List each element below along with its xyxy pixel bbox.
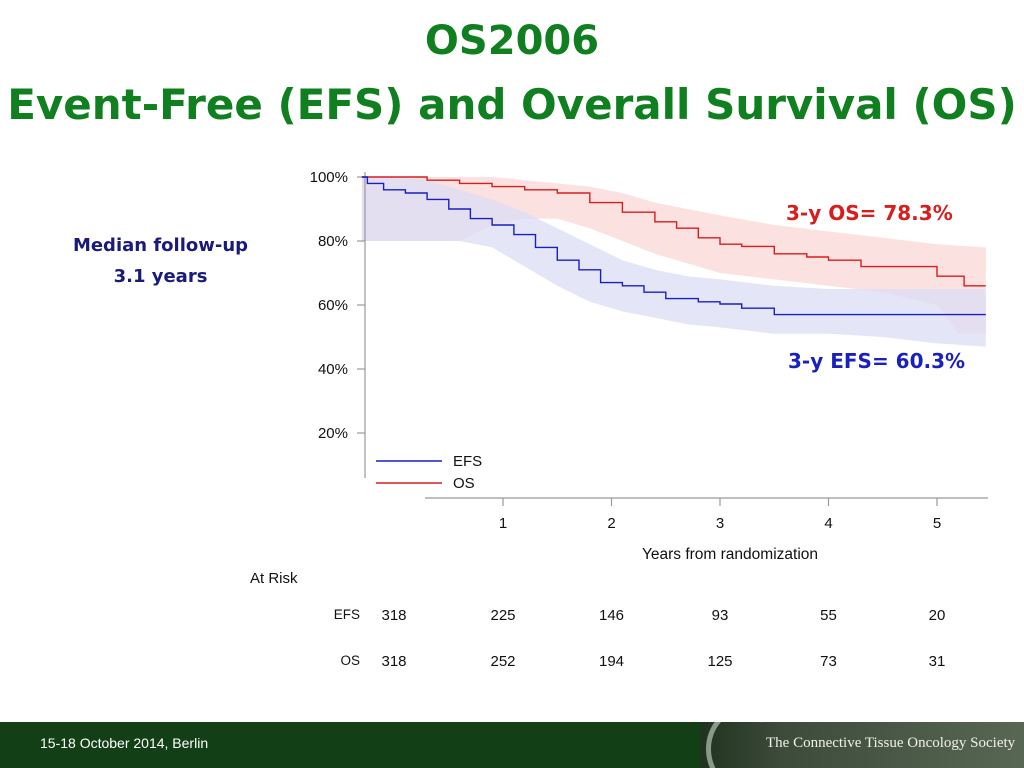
legend-label-os: OS [453,475,475,492]
at-risk-value: 225 [490,607,515,624]
efs-callout: 3-y EFS= 60.3% [788,349,965,373]
at-risk-value: 55 [820,607,837,624]
at-risk-row-label: OS [340,653,360,668]
society-name: The Connective Tissue Oncology Society [766,735,1015,752]
y-tick-label: 20% [318,425,348,442]
at-risk-value: 31 [929,653,946,670]
x-tick-label: 1 [499,515,507,532]
at-risk-value: 194 [599,653,624,670]
at-risk-title: At Risk [250,570,298,587]
society-logo: The Connective Tissue Oncology Society [700,722,1024,768]
at-risk-value: 20 [929,607,946,624]
os-callout: 3-y OS= 78.3% [786,201,953,225]
at-risk-value: 252 [490,653,515,670]
y-tick-label: 60% [318,297,348,314]
at-risk-value: 318 [381,653,406,670]
at-risk-value: 93 [712,607,729,624]
x-tick-label: 4 [824,515,832,532]
at-risk-value: 318 [381,607,406,624]
at-risk-value: 73 [820,653,837,670]
x-tick-label: 5 [933,515,941,532]
y-tick-label: 40% [318,361,348,378]
x-axis-label: Years from randomization [642,546,818,563]
y-tick-label: 80% [318,233,348,250]
legend-label-efs: EFS [453,453,482,470]
y-tick-label: 100% [310,169,348,186]
footer-bar: 15-18 October 2014, Berlin The Connectiv… [0,722,1024,768]
at-risk-value: 125 [707,653,732,670]
footer-date: 15-18 October 2014, Berlin [40,735,208,751]
x-tick-label: 3 [716,515,724,532]
at-risk-row-label: EFS [334,607,360,622]
x-tick-label: 2 [607,515,615,532]
at-risk-value: 146 [599,607,624,624]
